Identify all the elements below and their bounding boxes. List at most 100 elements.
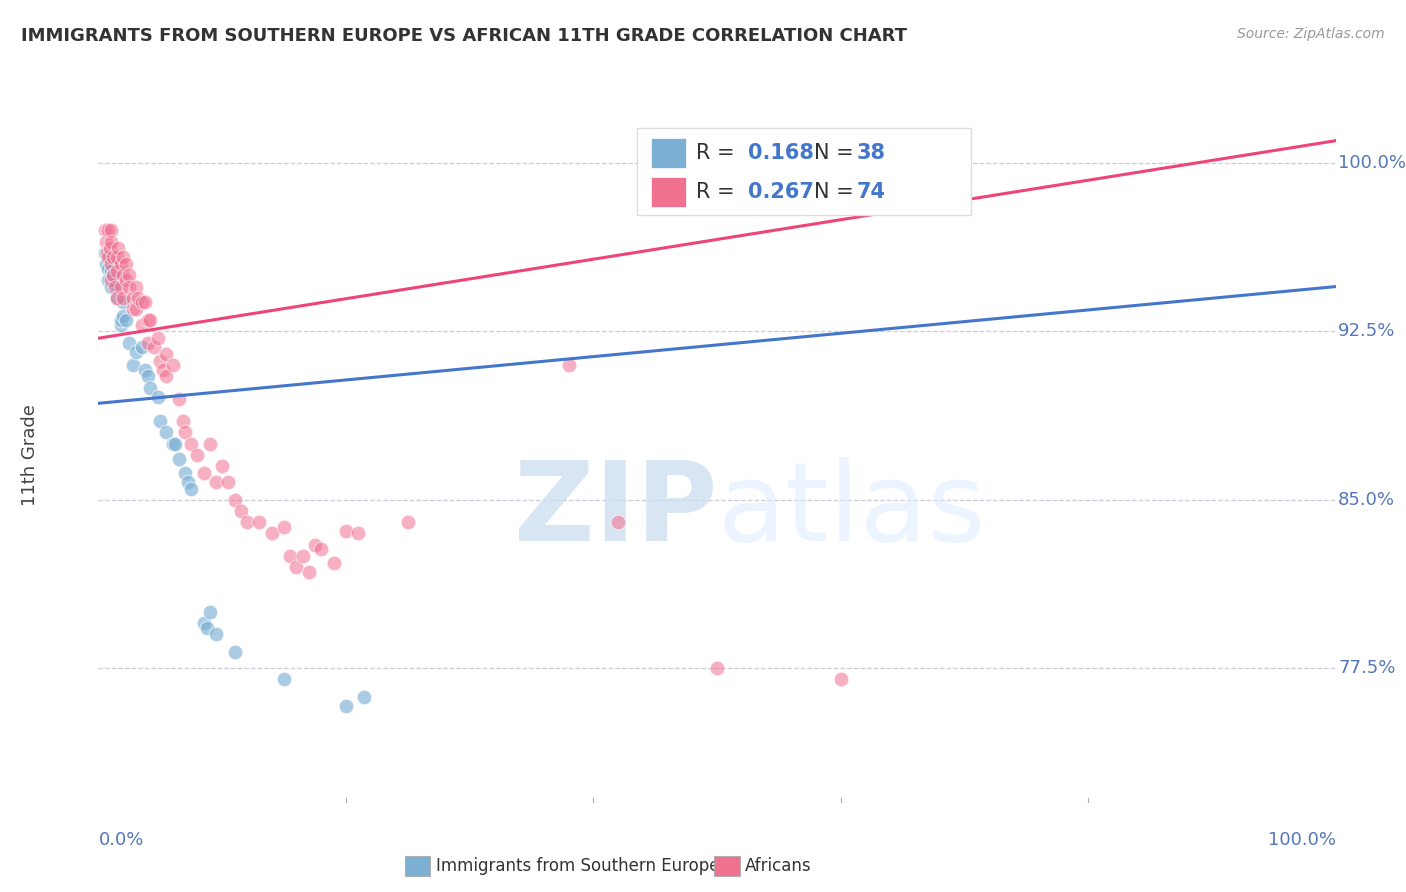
Text: 100.0%: 100.0% [1268,830,1336,848]
Text: ZIP: ZIP [513,457,717,564]
Point [110,318,132,332]
Point [112,309,135,323]
Point [291,549,314,563]
Text: 38: 38 [856,143,886,163]
Point [122,291,145,305]
Point [94,235,117,249]
Text: N =: N = [814,143,860,163]
Text: N =: N = [814,182,860,202]
Point [103,268,125,283]
Point [131,318,153,332]
Point [273,673,295,687]
Point [198,436,221,450]
Bar [637,128,970,215]
Point [124,279,146,293]
Point [100,223,122,237]
Point [304,538,326,552]
Point [229,504,252,518]
Text: 0.0%: 0.0% [98,830,143,848]
Text: 92.5%: 92.5% [1339,323,1396,341]
Point [103,268,125,283]
Point [260,526,283,541]
Text: Africans: Africans [745,857,811,875]
Point [124,301,146,316]
Point [100,257,122,271]
Point [186,448,208,462]
Point [224,645,246,659]
Point [114,273,136,287]
Point [107,242,129,256]
Point [94,257,117,271]
Text: R =: R = [696,143,741,163]
Point [110,257,132,271]
Point [167,452,190,467]
Point [97,273,120,287]
Point [93,246,115,260]
Bar [651,138,686,168]
Point [278,549,301,563]
Point [110,313,132,327]
Text: 100.0%: 100.0% [1339,154,1406,172]
Point [96,246,118,260]
Point [172,414,194,428]
Point [285,560,308,574]
Point [139,381,162,395]
Point [110,279,132,293]
Point [136,369,159,384]
Point [139,313,162,327]
Point [112,268,135,283]
Text: Source: ZipAtlas.com: Source: ZipAtlas.com [1237,27,1385,41]
Point [105,291,128,305]
Point [193,616,215,631]
Point [114,313,136,327]
Point [155,347,177,361]
Point [131,295,153,310]
Text: 0.267: 0.267 [748,182,814,202]
Text: Immigrants from Southern Europe: Immigrants from Southern Europe [436,857,720,875]
Point [174,425,197,440]
Point [180,436,202,450]
Point [103,251,125,265]
Point [103,277,125,292]
Point [174,466,197,480]
Point [322,556,344,570]
Point [396,515,419,529]
Text: atlas: atlas [717,457,986,564]
Point [124,344,146,359]
Text: 0.168: 0.168 [748,143,814,163]
Point [167,392,190,406]
Point [347,526,370,541]
Text: 11th Grade: 11th Grade [21,404,39,506]
Point [118,268,141,283]
Point [143,340,166,354]
Text: IMMIGRANTS FROM SOUTHERN EUROPE VS AFRICAN 11TH GRADE CORRELATION CHART: IMMIGRANTS FROM SOUTHERN EUROPE VS AFRIC… [21,27,907,45]
Point [112,295,135,310]
Point [146,331,169,345]
Point [335,524,357,539]
Point [205,475,228,489]
Point [607,515,630,529]
Point [211,459,233,474]
Point [706,661,728,675]
Point [127,291,149,305]
Point [152,362,174,376]
Point [155,369,177,384]
Point [353,690,375,705]
Point [112,291,135,305]
Point [273,520,295,534]
Point [195,621,218,635]
Point [97,261,120,276]
Point [118,279,141,293]
Point [131,340,153,354]
Point [198,605,221,619]
Point [118,335,141,350]
Point [205,627,228,641]
Text: 74: 74 [856,182,886,202]
Point [557,358,579,372]
Point [155,425,177,440]
Point [149,353,172,368]
Point [136,335,159,350]
Point [122,301,145,316]
Point [162,436,184,450]
Point [97,251,120,265]
